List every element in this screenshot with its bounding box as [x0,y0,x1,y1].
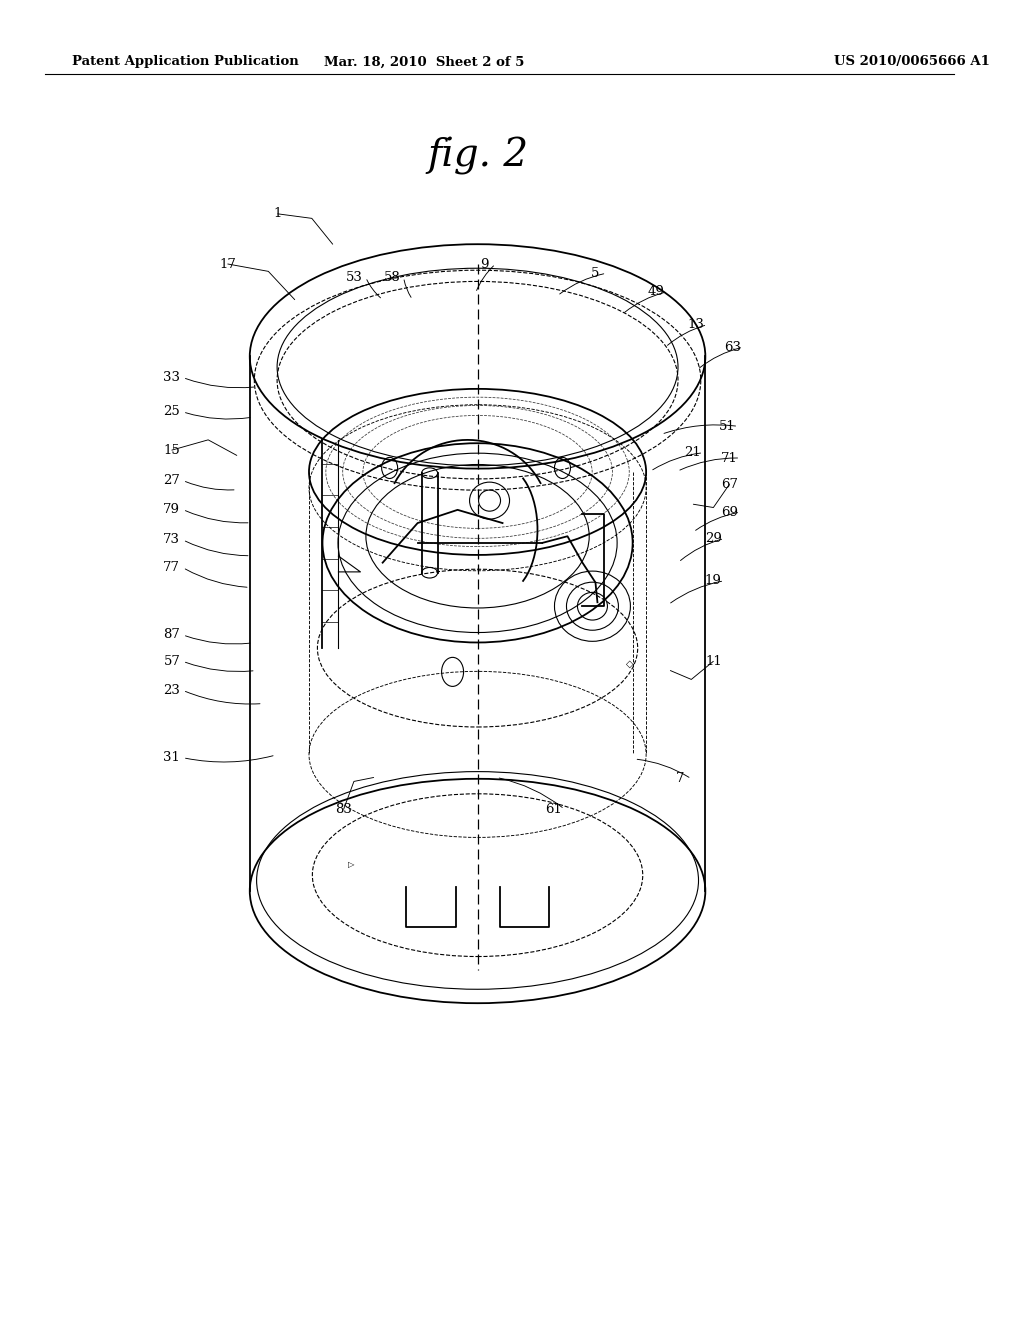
Text: Patent Application Publication: Patent Application Publication [72,55,299,69]
Text: 53: 53 [346,271,364,284]
Text: 69: 69 [721,506,738,519]
Text: 5: 5 [591,267,600,280]
Text: 61: 61 [545,803,562,816]
Text: US 2010/0065666 A1: US 2010/0065666 A1 [835,55,990,69]
Text: 67: 67 [721,478,738,491]
Text: 7: 7 [676,772,685,785]
Text: 19: 19 [705,574,722,587]
Text: 25: 25 [164,405,180,418]
Text: 77: 77 [164,561,180,574]
Text: 83: 83 [335,803,352,816]
Text: 73: 73 [164,533,180,546]
Text: 33: 33 [164,371,180,384]
Text: 57: 57 [164,655,180,668]
Text: 58: 58 [384,271,401,284]
Text: 71: 71 [721,451,737,465]
Text: ◇: ◇ [626,659,633,669]
Text: 49: 49 [648,285,665,298]
Text: 17: 17 [219,257,237,271]
Text: 15: 15 [164,444,180,457]
Text: 31: 31 [164,751,180,764]
Text: 13: 13 [688,318,705,331]
Text: 27: 27 [164,474,180,487]
Text: 29: 29 [705,532,722,545]
Text: Mar. 18, 2010  Sheet 2 of 5: Mar. 18, 2010 Sheet 2 of 5 [325,55,524,69]
Text: 9: 9 [480,257,488,271]
Text: 21: 21 [684,446,700,459]
Text: fig. 2: fig. 2 [427,137,528,176]
Text: 87: 87 [164,628,180,642]
Text: 63: 63 [724,341,740,354]
Text: 11: 11 [705,655,722,668]
Text: 79: 79 [164,503,180,516]
Text: 51: 51 [719,420,735,433]
Text: ▷: ▷ [348,861,354,869]
Text: 1: 1 [273,207,282,220]
Text: 23: 23 [164,684,180,697]
